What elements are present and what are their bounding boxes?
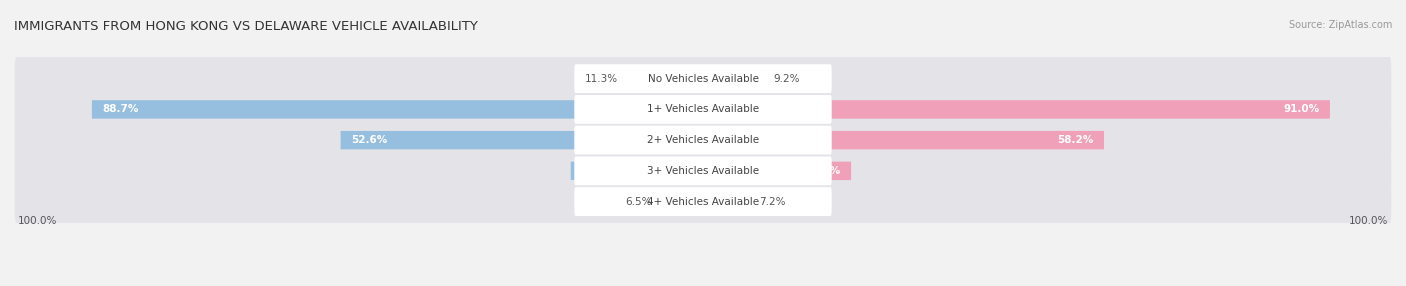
- Text: 19.2%: 19.2%: [581, 166, 617, 176]
- FancyBboxPatch shape: [574, 95, 832, 124]
- Text: 52.6%: 52.6%: [352, 135, 387, 145]
- FancyBboxPatch shape: [340, 131, 703, 149]
- FancyBboxPatch shape: [626, 69, 703, 88]
- Text: 58.2%: 58.2%: [1057, 135, 1094, 145]
- FancyBboxPatch shape: [574, 64, 832, 93]
- FancyBboxPatch shape: [91, 100, 703, 119]
- FancyBboxPatch shape: [574, 126, 832, 154]
- Text: 4+ Vehicles Available: 4+ Vehicles Available: [647, 196, 759, 206]
- Text: 9.2%: 9.2%: [773, 74, 800, 84]
- Text: IMMIGRANTS FROM HONG KONG VS DELAWARE VEHICLE AVAILABILITY: IMMIGRANTS FROM HONG KONG VS DELAWARE VE…: [14, 20, 478, 33]
- FancyBboxPatch shape: [14, 86, 1392, 133]
- Legend: Immigrants from Hong Kong, Delaware: Immigrants from Hong Kong, Delaware: [571, 285, 835, 286]
- Text: Source: ZipAtlas.com: Source: ZipAtlas.com: [1288, 20, 1392, 30]
- Text: 100.0%: 100.0%: [1350, 216, 1389, 226]
- FancyBboxPatch shape: [703, 69, 766, 88]
- FancyBboxPatch shape: [14, 55, 1392, 102]
- Text: No Vehicles Available: No Vehicles Available: [648, 74, 758, 84]
- FancyBboxPatch shape: [658, 192, 703, 211]
- Text: 1+ Vehicles Available: 1+ Vehicles Available: [647, 104, 759, 114]
- FancyBboxPatch shape: [703, 192, 752, 211]
- FancyBboxPatch shape: [14, 117, 1392, 164]
- Text: 2+ Vehicles Available: 2+ Vehicles Available: [647, 135, 759, 145]
- Text: 91.0%: 91.0%: [1284, 104, 1320, 114]
- Text: 6.5%: 6.5%: [624, 196, 651, 206]
- Text: 21.5%: 21.5%: [804, 166, 841, 176]
- FancyBboxPatch shape: [14, 148, 1392, 194]
- FancyBboxPatch shape: [571, 162, 703, 180]
- Text: 3+ Vehicles Available: 3+ Vehicles Available: [647, 166, 759, 176]
- Text: 100.0%: 100.0%: [17, 216, 56, 226]
- Text: 88.7%: 88.7%: [103, 104, 139, 114]
- FancyBboxPatch shape: [574, 156, 832, 185]
- FancyBboxPatch shape: [14, 178, 1392, 225]
- FancyBboxPatch shape: [574, 187, 832, 216]
- FancyBboxPatch shape: [703, 131, 1104, 149]
- FancyBboxPatch shape: [703, 162, 851, 180]
- Text: 11.3%: 11.3%: [585, 74, 619, 84]
- FancyBboxPatch shape: [703, 100, 1330, 119]
- Text: 7.2%: 7.2%: [759, 196, 786, 206]
